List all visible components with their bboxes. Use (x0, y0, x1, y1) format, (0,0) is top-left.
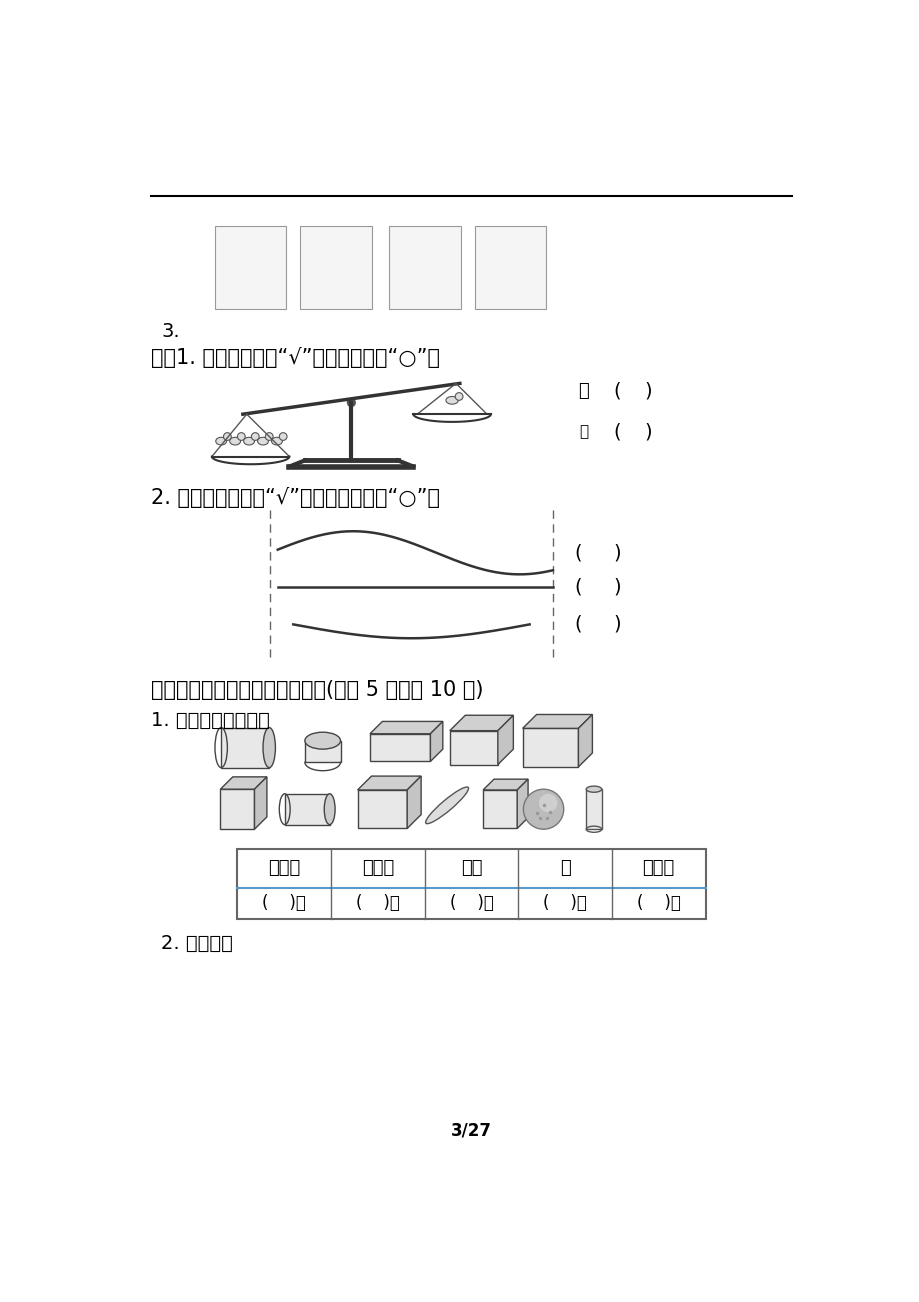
Polygon shape (284, 794, 329, 824)
Circle shape (223, 432, 231, 440)
Polygon shape (369, 721, 442, 734)
Text: (: ( (574, 578, 582, 596)
Polygon shape (482, 790, 516, 828)
Polygon shape (522, 715, 592, 728)
Text: 2. 在最长的后面画“√”，最短的后面画“○”。: 2. 在最长的后面画“√”，最短的后面画“○”。 (151, 487, 439, 508)
Polygon shape (522, 728, 578, 767)
Ellipse shape (263, 728, 275, 768)
Polygon shape (357, 790, 407, 828)
Polygon shape (221, 789, 255, 829)
Polygon shape (221, 777, 267, 789)
Text: 五、想一想，算一算，填一填。(每题 5 分，共 10 分): 五、想一想，算一算，填一填。(每题 5 分，共 10 分) (151, 680, 482, 700)
Circle shape (237, 432, 245, 440)
Polygon shape (482, 779, 528, 790)
Text: (    )个: ( )个 (449, 894, 493, 913)
Ellipse shape (257, 437, 268, 445)
Polygon shape (430, 721, 442, 762)
Ellipse shape (216, 437, 226, 445)
Circle shape (523, 789, 563, 829)
Polygon shape (255, 777, 267, 829)
Text: 圆柱: 圆柱 (460, 859, 482, 878)
Circle shape (539, 794, 557, 812)
Text: 四、1. 在重的下面画“√”，轻的下面画“○”。: 四、1. 在重的下面画“√”，轻的下面画“○”。 (151, 348, 439, 368)
Polygon shape (357, 776, 421, 790)
Text: 🐥: 🐥 (578, 381, 588, 400)
Text: (    )个: ( )个 (542, 894, 586, 913)
Text: 3.: 3. (162, 322, 180, 341)
Ellipse shape (244, 437, 255, 445)
Bar (300, 227, 371, 310)
Text: 长方体: 长方体 (267, 859, 301, 878)
Circle shape (455, 393, 462, 400)
Polygon shape (407, 776, 421, 828)
Text: 🐰: 🐰 (579, 424, 588, 439)
Polygon shape (449, 730, 497, 764)
Ellipse shape (271, 437, 282, 445)
Text: (: ( (574, 543, 582, 562)
Bar (237, 849, 705, 918)
Polygon shape (585, 789, 601, 829)
Ellipse shape (425, 786, 468, 824)
Text: ): ) (613, 578, 620, 596)
Text: ): ) (643, 422, 652, 441)
Text: 3/27: 3/27 (450, 1121, 492, 1139)
Bar (215, 227, 286, 310)
Text: 球: 球 (559, 859, 570, 878)
Text: 1. 数一数，填一填。: 1. 数一数，填一填。 (151, 711, 269, 729)
Ellipse shape (446, 397, 458, 404)
Polygon shape (497, 715, 513, 764)
Ellipse shape (323, 794, 335, 824)
Ellipse shape (304, 732, 340, 749)
Text: 2. 猜一猜。: 2. 猜一猜。 (162, 934, 233, 953)
Circle shape (347, 398, 355, 406)
Text: ): ) (643, 381, 652, 401)
Text: (: ( (613, 422, 620, 441)
Bar (474, 227, 545, 310)
Circle shape (251, 432, 259, 440)
Polygon shape (449, 715, 513, 730)
Polygon shape (369, 734, 430, 762)
Polygon shape (578, 715, 592, 767)
Text: 正方体: 正方体 (361, 859, 393, 878)
Text: (: ( (574, 615, 582, 634)
Text: (    )个: ( )个 (262, 894, 306, 913)
Text: ): ) (613, 615, 620, 634)
Circle shape (279, 432, 287, 440)
Ellipse shape (585, 786, 601, 792)
Polygon shape (304, 741, 340, 762)
Text: (    )个: ( )个 (356, 894, 400, 913)
Polygon shape (516, 779, 528, 828)
Circle shape (265, 432, 273, 440)
Bar (389, 227, 460, 310)
Text: ): ) (613, 543, 620, 562)
Text: (    )个: ( )个 (636, 894, 680, 913)
Text: 一共有: 一共有 (641, 859, 675, 878)
Ellipse shape (230, 437, 240, 445)
Polygon shape (221, 728, 269, 768)
Text: (: ( (613, 381, 620, 401)
